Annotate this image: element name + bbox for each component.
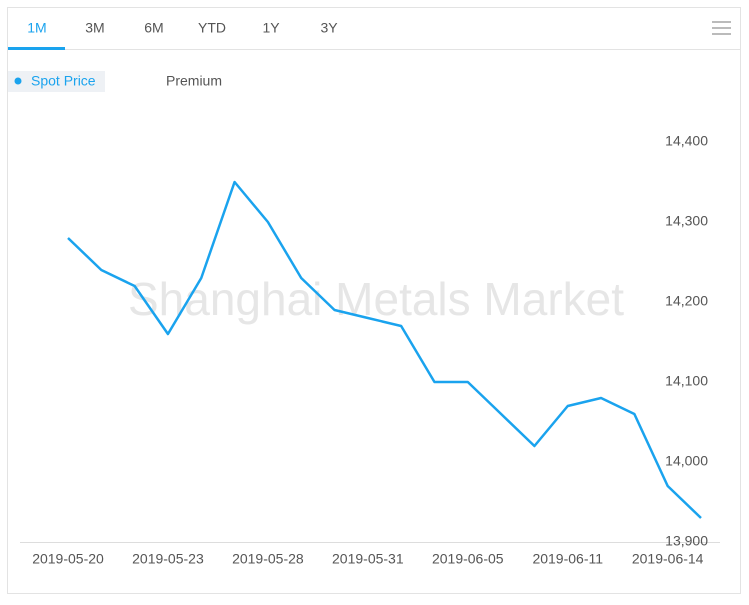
legend-entry[interactable]: Premium — [166, 73, 222, 89]
y-tick-label: 13,900 — [665, 533, 708, 549]
line — [67, 180, 702, 519]
legend-active-bg — [8, 71, 105, 92]
x-tick-label: 2019-05-23 — [132, 551, 204, 567]
frame — [7, 7, 741, 594]
x-tick-label: 2019-05-20 — [32, 551, 104, 567]
x-tick-label: 2019-05-28 — [232, 551, 304, 567]
menu-icon[interactable] — [712, 21, 731, 35]
x-tick-label: 2019-06-11 — [532, 551, 603, 567]
tab[interactable]: YTD — [198, 20, 226, 36]
tab[interactable]: 3Y — [320, 20, 338, 36]
y-tick-label: 14,300 — [665, 213, 708, 229]
y-tick-label: 14,000 — [665, 453, 708, 469]
x-tick-label: 2019-06-05 — [432, 551, 504, 567]
active-tab-underline — [8, 47, 65, 50]
watermark: Shanghai Metals Market — [128, 273, 624, 325]
legend-dot — [14, 77, 22, 85]
x-tick-label: 2019-06-14 — [632, 551, 704, 567]
y-tick-label: 14,100 — [665, 373, 708, 389]
tab[interactable]: 1Y — [262, 20, 280, 36]
tab[interactable]: 6M — [144, 20, 163, 36]
y-tick-label: 14,200 — [665, 293, 708, 309]
legend-entry[interactable]: Spot Price — [31, 73, 96, 89]
tab[interactable]: 3M — [85, 20, 104, 36]
y-tick-label: 14,400 — [665, 133, 708, 149]
tab[interactable]: 1M — [27, 20, 46, 36]
x-tick-label: 2019-05-31 — [332, 551, 404, 567]
